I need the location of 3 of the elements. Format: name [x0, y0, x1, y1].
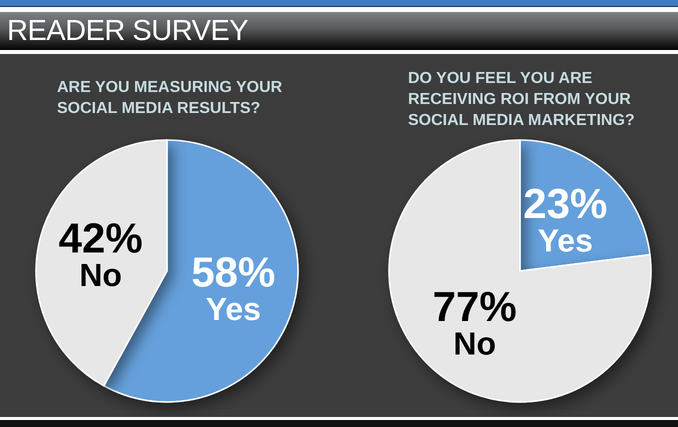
- chart-title: ARE YOU MEASURING YOUR SOCIAL MEDIA RESULTS?: [57, 79, 287, 117]
- chart-title: DO YOU FEEL YOU ARE RECEIVING ROI FROM YOUR SOCIAL MEDIA MARKETING?: [408, 70, 636, 129]
- text: READER SURVEY: [7, 14, 248, 48]
